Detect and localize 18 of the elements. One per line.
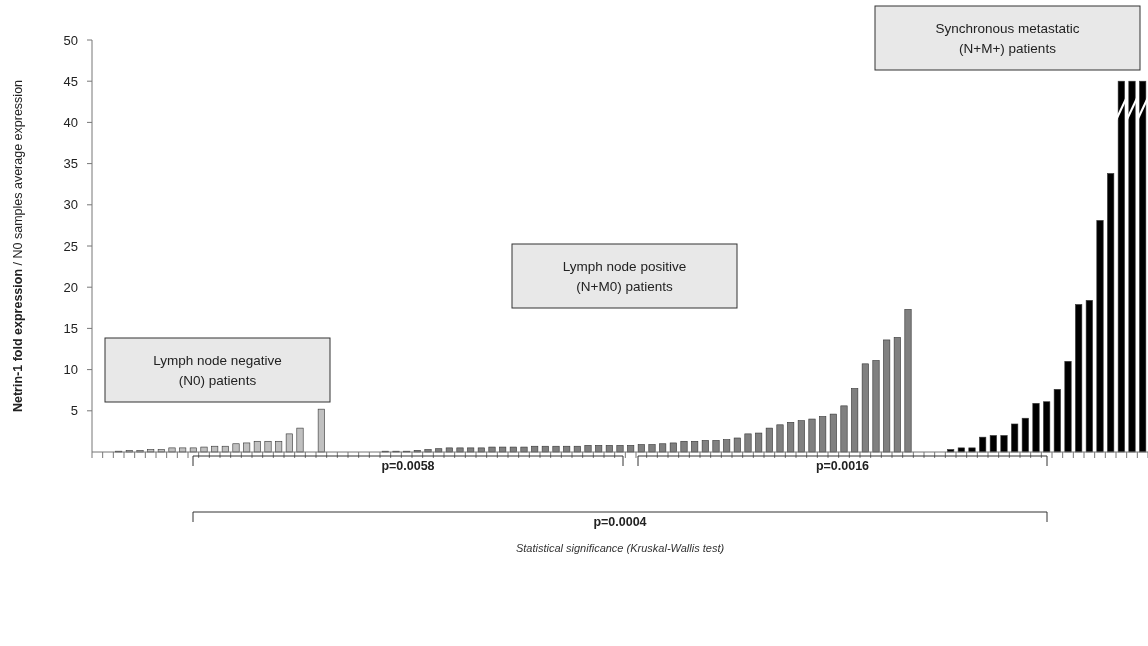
text: p=0.0004 bbox=[593, 515, 647, 529]
annotation: Synchronous metastatic (N+M+) patients bbox=[935, 20, 1080, 56]
y-tick-label: 25 bbox=[63, 238, 78, 254]
y-tick-label: 20 bbox=[63, 279, 78, 295]
y-tick-label: 45 bbox=[63, 73, 78, 89]
y-tick-label: 15 bbox=[63, 320, 78, 336]
y-axis-title: Netrin-1 fold expression / N0 samples average expression bbox=[11, 79, 25, 413]
y-tick-label: 50 bbox=[63, 32, 78, 48]
text: p=0.0016 bbox=[815, 459, 870, 473]
text: p=0.0058 bbox=[381, 459, 435, 473]
y-tick-label: 5 bbox=[70, 403, 78, 419]
y-tick-label: 35 bbox=[63, 156, 78, 172]
annotation: Lymph node positive (N+M0) patients bbox=[562, 258, 687, 294]
y-tick-label: 30 bbox=[63, 197, 78, 213]
y-tick-label: 40 bbox=[63, 114, 78, 130]
y-tick-label: 10 bbox=[63, 362, 78, 378]
text: Statistical significance (Kruskal-Wallis test) bbox=[515, 542, 725, 554]
annotation: Lymph node negative (N0) patients bbox=[153, 352, 282, 388]
